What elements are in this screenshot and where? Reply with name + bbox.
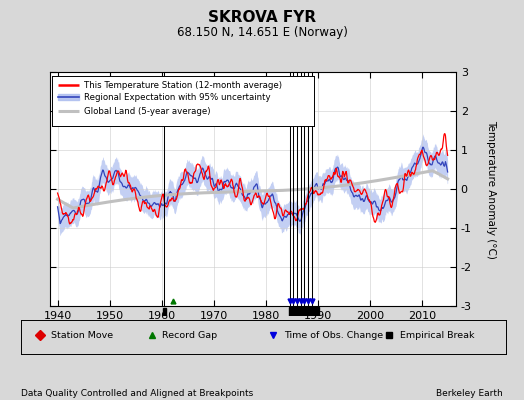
Text: Berkeley Earth: Berkeley Earth (436, 389, 503, 398)
Text: 68.150 N, 14.651 E (Norway): 68.150 N, 14.651 E (Norway) (177, 26, 347, 39)
Text: Data Quality Controlled and Aligned at Breakpoints: Data Quality Controlled and Aligned at B… (21, 389, 253, 398)
Text: Time of Obs. Change: Time of Obs. Change (283, 331, 383, 340)
Bar (163, 308, 166, 314)
Text: Station Move: Station Move (51, 331, 113, 340)
Text: Empirical Break: Empirical Break (400, 331, 475, 340)
Bar (289, 306, 319, 316)
Text: SKROVA FYR: SKROVA FYR (208, 10, 316, 25)
Text: Global Land (5-year average): Global Land (5-year average) (84, 106, 210, 116)
Text: Regional Expectation with 95% uncertainty: Regional Expectation with 95% uncertaint… (84, 92, 270, 102)
Text: This Temperature Station (12-month average): This Temperature Station (12-month avera… (84, 80, 282, 90)
Y-axis label: Temperature Anomaly (°C): Temperature Anomaly (°C) (486, 120, 496, 258)
Text: Record Gap: Record Gap (162, 331, 217, 340)
